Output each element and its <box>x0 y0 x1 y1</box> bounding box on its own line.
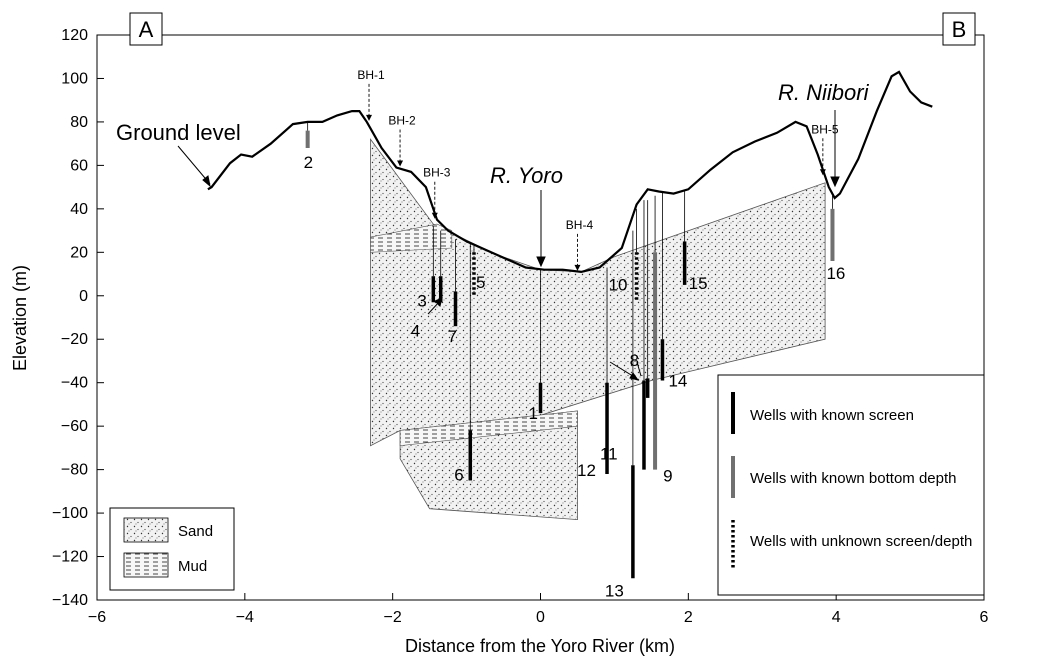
legend-sand-label: Sand <box>178 523 213 540</box>
well-label-1: 1 <box>529 404 538 423</box>
mud-layer-2 <box>370 223 453 253</box>
y-tick-label: −20 <box>61 331 88 348</box>
well-label-2: 2 <box>304 153 313 172</box>
well-8-arrow <box>636 361 642 377</box>
x-tick-label: −4 <box>236 609 254 626</box>
y-tick-label: 60 <box>70 157 88 174</box>
borehole-arrowhead <box>819 169 826 176</box>
y-tick-label: −40 <box>61 375 88 392</box>
river-yoro-label: R. Yoro <box>490 163 563 188</box>
x-tick-label: −6 <box>88 609 106 626</box>
wells-legend: Wells with known screen Wells with known… <box>717 374 985 596</box>
x-tick-label: −2 <box>384 609 402 626</box>
x-tick-label: 6 <box>980 609 989 626</box>
yoro-arrowhead <box>536 256 546 268</box>
y-tick-label: 80 <box>70 114 88 131</box>
ground-level-label: Ground level <box>116 120 241 145</box>
y-tick-label: 40 <box>70 201 88 218</box>
svg-text:B: B <box>952 17 967 42</box>
well-label-9: 9 <box>663 467 672 486</box>
y-tick-label: −80 <box>61 462 88 479</box>
well-label-8: 8 <box>630 351 639 370</box>
mud-layer-1 <box>399 410 578 447</box>
y-tick-label: 20 <box>70 244 88 261</box>
y-tick-label: 0 <box>79 288 88 305</box>
well-label-15: 15 <box>689 274 708 293</box>
legend-screen-label: Wells with known screen <box>750 407 914 424</box>
legend-bottom-swatch <box>731 456 735 498</box>
ground-level-line <box>207 70 933 274</box>
svg-text:A: A <box>139 17 154 42</box>
borehole-arrowhead <box>366 114 373 121</box>
legend-unknown-label: Wells with unknown screen/depth <box>750 533 972 550</box>
borehole-label: BH-1 <box>357 68 385 82</box>
river-niibori-label: R. Niibori <box>778 80 870 105</box>
geology-layers <box>370 138 826 521</box>
well-label-11: 11 <box>600 445 618 464</box>
well-label-12: 12 <box>577 461 596 480</box>
y-tick-label: −140 <box>52 592 88 609</box>
y-tick-label: −120 <box>52 549 88 566</box>
ground-level-arrow <box>177 145 211 185</box>
well-label-3: 3 <box>417 291 426 310</box>
niibori-arrowhead <box>830 176 840 188</box>
well-label-16: 16 <box>826 264 845 283</box>
y-tick-label: 100 <box>61 70 88 87</box>
axis-ticks: −6 −4 −2 0 2 4 6120100806040200−20−40−60−80−10… <box>52 27 989 626</box>
x-tick-label: 0 <box>536 609 545 626</box>
borehole-label: BH-2 <box>388 114 416 128</box>
y-axis-title: Elevation (m) <box>10 265 30 371</box>
well-label-5: 5 <box>476 273 485 292</box>
borehole-arrowhead <box>574 264 581 271</box>
well-11-arrowhead <box>629 372 640 381</box>
panel-label-b: B <box>942 12 976 46</box>
legend-screen-swatch <box>731 392 735 434</box>
borehole-markers: BH-1 BH-2 BH-3 BH-4 BH-5 <box>357 68 839 271</box>
ground-level-arrowhead <box>202 175 211 188</box>
borehole-label: BH-3 <box>423 166 451 180</box>
x-axis-title: Distance from the Yoro River (km) <box>405 636 675 656</box>
borehole-label: BH-5 <box>811 122 839 136</box>
legend-bottom-label: Wells with known bottom depth <box>750 470 957 487</box>
well-label-10: 10 <box>609 275 628 294</box>
borehole-arrowhead <box>397 160 404 167</box>
legend-mud-swatch <box>123 552 169 578</box>
y-tick-label: 120 <box>61 27 88 44</box>
x-tick-label: 2 <box>684 609 693 626</box>
panel-label-a: A <box>129 12 163 46</box>
annotation-arrows <box>177 110 840 381</box>
well-label-14: 14 <box>668 372 687 391</box>
x-tick-label: 4 <box>832 609 841 626</box>
well-label-4: 4 <box>411 321 420 340</box>
borehole-arrowhead <box>431 212 438 219</box>
borehole-label: BH-4 <box>566 218 594 232</box>
well-label-7: 7 <box>447 327 456 346</box>
well-label-6: 6 <box>454 465 463 484</box>
well-label-13: 13 <box>605 581 624 600</box>
legend-mud-label: Mud <box>178 558 207 575</box>
well-4-arrowhead <box>434 297 443 307</box>
y-tick-label: −100 <box>52 505 88 522</box>
geology-legend: Sand Mud <box>109 507 235 591</box>
y-tick-label: −60 <box>61 418 88 435</box>
legend-sand-swatch <box>123 517 169 543</box>
